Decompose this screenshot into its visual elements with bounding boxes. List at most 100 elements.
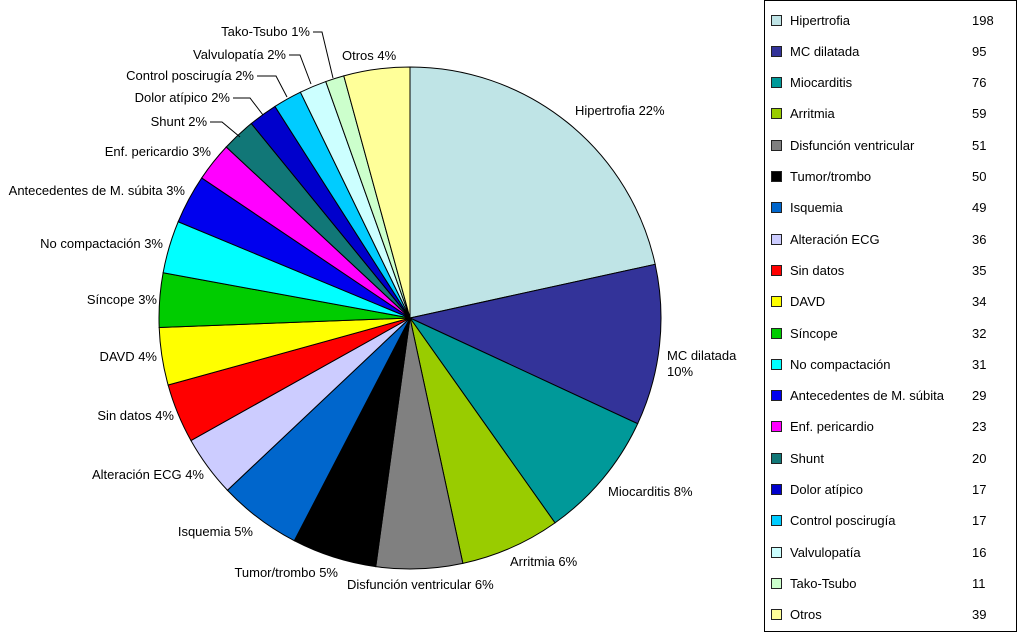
legend-name: Arritmia (790, 106, 835, 122)
legend-value: 32 (972, 325, 987, 341)
data-label-0: Hipertrofia 22% (575, 103, 665, 118)
pie-slice-2 (408, 316, 639, 524)
legend-item: Enf. pericardio 23 (771, 417, 1008, 437)
legend-value: 50 (972, 169, 987, 184)
legend-value: 17 (972, 513, 987, 529)
legend-name: Enf. pericardio (790, 419, 874, 435)
legend-swatch (771, 452, 782, 464)
legend-value: 49 (972, 200, 987, 216)
legend-value: 17 (972, 482, 987, 497)
legend-name: Alteración ECG (790, 231, 880, 247)
legend-name: No compactación (790, 356, 891, 372)
legend-swatch (771, 609, 782, 621)
data-label-7: Alteración ECG 4% (92, 467, 204, 482)
data-label-13: Enf. pericardio 3% (105, 144, 212, 159)
leader-line-14 (210, 121, 241, 138)
legend-swatch (771, 45, 782, 57)
legend-value: 11 (972, 575, 986, 591)
data-label-15: Dolor atípico 2% (135, 90, 231, 105)
data-label-5: Tumor/trombo 5% (234, 565, 338, 580)
legend-swatch (771, 139, 782, 151)
legend-value: 76 (972, 75, 987, 91)
legend-item: Control poscirugía 17 (771, 511, 1008, 531)
legend-name: Otros (790, 607, 822, 623)
pie-chart: Hipertrofia 22% MC dilatada 10% Miocarditis… (9, 24, 737, 592)
legend-item: Isquemia 49 (771, 198, 1008, 218)
data-label-6: Isquemia 5% (178, 524, 254, 539)
legend-value: 36 (972, 231, 987, 247)
legend: Hipertrofia 198 MC dilatada 95 Miocarditis 76… (764, 0, 1017, 632)
data-label-9: DAVD 4% (99, 349, 157, 364)
legend-swatch (771, 546, 782, 558)
legend-name: Sin datos (790, 262, 845, 278)
legend-item: MC dilatada 95 (771, 41, 1008, 61)
legend-item: Dolor atípico 17 (771, 480, 1008, 500)
data-label-10: Síncope 3% (87, 292, 158, 307)
legend-item: Arritmia 59 (771, 104, 1008, 124)
legend-value: 16 (972, 544, 987, 560)
legend-item: Miocarditis 76 (771, 73, 1008, 93)
legend-value: 23 (972, 419, 987, 435)
data-label-3: Arritmia 6% (510, 554, 578, 569)
legend-name: MC dilatada (790, 43, 860, 59)
legend-name: Tako-Tsubo (790, 575, 857, 591)
legend-name: DAVD (790, 294, 826, 310)
leader-line-16 (257, 75, 288, 98)
legend-name: Isquemia (790, 200, 843, 216)
pie-slice-0 (409, 66, 656, 319)
legend-swatch (771, 484, 782, 495)
data-label-19: Otros 4% (342, 48, 397, 63)
legend-item: Síncope 32 (771, 323, 1008, 343)
legend-swatch (771, 515, 782, 527)
legend-swatch (771, 421, 782, 433)
legend-swatch (771, 577, 782, 589)
legend-swatch (771, 108, 782, 120)
legend-name: Valvulopatía (790, 544, 861, 560)
legend-item: Hipertrofia 198 (771, 10, 1008, 30)
legend-item: Otros 39 (771, 605, 1008, 625)
legend-item: Alteración ECG 36 (771, 229, 1008, 249)
legend-value: 59 (972, 106, 987, 122)
data-label-4: Disfunción ventricular 6% (347, 577, 494, 592)
data-label-11: No compactación 3% (40, 236, 163, 251)
legend-value: 51 (972, 137, 987, 153)
data-label-8: Sin datos 4% (97, 408, 174, 423)
legend-value: 198 (972, 12, 994, 28)
data-label-2: Miocarditis 8% (608, 484, 693, 499)
leader-line-18 (313, 31, 334, 79)
legend-name: Miocarditis (790, 75, 853, 91)
data-label-16: Control poscirugía 2% (126, 68, 254, 83)
legend-item: Sin datos 35 (771, 260, 1008, 280)
legend-swatch (771, 390, 782, 402)
legend-item: No compactación 31 (771, 354, 1008, 374)
legend-swatch (771, 264, 782, 276)
legend-swatch (771, 77, 782, 89)
legend-name: Síncope (790, 325, 838, 341)
leader-line-17 (289, 54, 312, 85)
legend-name: Antecedentes de M. súbita (790, 388, 944, 404)
legend-item: Antecedentes de M. súbita 29 (771, 386, 1008, 406)
legend-name: Control poscirugía (790, 513, 896, 529)
legend-name: Dolor atípico (790, 482, 863, 497)
leader-line-15 (233, 97, 264, 116)
pie-slice-1 (408, 263, 662, 425)
legend-name: Disfunción ventricular (790, 137, 915, 153)
legend-item: Tako-Tsubo 11 (771, 573, 1008, 593)
legend-value: 39 (972, 607, 987, 623)
data-label-12: Antecedentes de M. súbita 3% (9, 183, 186, 198)
legend-swatch (771, 296, 782, 308)
legend-name: Shunt (790, 450, 824, 466)
legend-swatch (771, 233, 782, 245)
legend-item: Shunt 20 (771, 448, 1008, 468)
legend-swatch (771, 14, 782, 26)
legend-swatch (771, 358, 782, 370)
data-label-17: Valvulopatía 2% (193, 47, 286, 62)
legend-item: DAVD 34 (771, 292, 1008, 312)
legend-swatch (771, 202, 782, 214)
legend-value: 95 (972, 43, 987, 59)
legend-name: Hipertrofia (790, 12, 850, 28)
legend-value: 34 (972, 294, 987, 310)
legend-value: 20 (972, 450, 987, 466)
legend-value: 29 (972, 388, 987, 404)
data-label-18: Tako-Tsubo 1% (221, 24, 310, 39)
